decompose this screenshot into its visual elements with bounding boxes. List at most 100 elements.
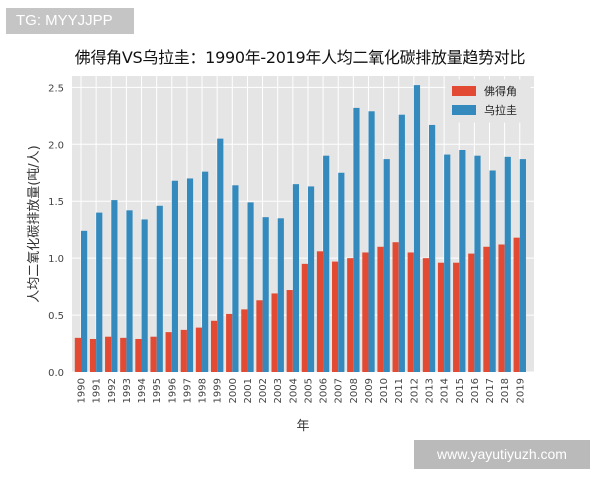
bar-series-1-2006 bbox=[316, 251, 324, 372]
bar-series-2-1995 bbox=[156, 205, 163, 372]
bar-series-1-2004 bbox=[286, 290, 293, 372]
bar-series-2-2018 bbox=[504, 156, 511, 372]
bar-series-2-2016 bbox=[474, 155, 481, 372]
x-tick-label: 2011 bbox=[394, 378, 405, 403]
x-tick-label: 1994 bbox=[137, 378, 148, 403]
x-tick-label: 2007 bbox=[334, 378, 345, 403]
x-tick-label: 2006 bbox=[319, 378, 330, 403]
bar-series-2-2005 bbox=[307, 186, 315, 372]
bar-series-1-2014 bbox=[437, 262, 445, 372]
bar-series-1-2003 bbox=[271, 293, 278, 372]
bar-series-1-2009 bbox=[362, 252, 369, 372]
y-tick-label: 1.0 bbox=[48, 254, 64, 265]
bar-series-1-1994 bbox=[135, 338, 142, 372]
bar-series-2-2012 bbox=[413, 85, 421, 373]
y-axis-label: 人均二氧化碳排放量(吨/人) bbox=[27, 145, 42, 303]
bar-series-2-1991 bbox=[96, 212, 103, 372]
x-tick-label: 2002 bbox=[258, 378, 269, 403]
bar-series-2-1996 bbox=[171, 180, 178, 372]
x-tick-label: 2010 bbox=[379, 378, 390, 403]
bar-series-2-1997 bbox=[186, 178, 194, 372]
x-tick-label: 2004 bbox=[288, 378, 299, 403]
bar-series-2-1990 bbox=[81, 230, 88, 372]
bar-series-2-2019 bbox=[519, 159, 526, 372]
bar-series-2-2008 bbox=[353, 107, 360, 372]
bar-series-1-2017 bbox=[483, 246, 490, 372]
bar-series-1-2015 bbox=[453, 262, 460, 372]
x-tick-label: 2016 bbox=[470, 378, 481, 403]
x-tick-label: 1998 bbox=[198, 378, 209, 403]
legend-label-series-2: 乌拉圭 bbox=[484, 103, 517, 117]
x-axis-ticks: 1990 1991 1992 1993 1994 1995 1996 1997 1998 1999… bbox=[77, 378, 527, 403]
x-tick-label: 2005 bbox=[303, 378, 314, 403]
bar-series-2-1993 bbox=[126, 210, 133, 372]
x-tick-label: 1991 bbox=[92, 378, 103, 403]
x-tick-label: 1999 bbox=[213, 378, 224, 403]
bar-series-1-2011 bbox=[392, 242, 399, 372]
bar-series-1-2008 bbox=[347, 258, 354, 372]
bar-series-2-1992 bbox=[111, 200, 118, 372]
chart-title: 佛得角VS乌拉圭：1990年-2019年人均二氧化碳排放量趋势对比 bbox=[74, 48, 526, 67]
y-tick-label: 0.5 bbox=[48, 311, 64, 322]
bar-series-2-1994 bbox=[141, 219, 148, 372]
bar-series-1-1993 bbox=[120, 337, 127, 372]
bar-series-1-2007 bbox=[332, 261, 339, 372]
bar-series-2-2001 bbox=[247, 202, 254, 372]
bar-series-1-1998 bbox=[195, 327, 203, 372]
legend: 佛得角 乌拉圭 bbox=[445, 79, 531, 123]
bar-series-1-2018 bbox=[498, 244, 505, 372]
y-tick-label: 2.5 bbox=[48, 83, 64, 94]
bar-series-1-2016 bbox=[468, 253, 475, 372]
bar-series-1-1995 bbox=[150, 336, 157, 372]
x-tick-label: 1992 bbox=[107, 378, 118, 403]
x-tick-label: 1997 bbox=[182, 378, 193, 403]
bar-series-2-2006 bbox=[323, 155, 330, 372]
bar-series-1-2001 bbox=[241, 309, 248, 372]
legend-swatch-series-2 bbox=[452, 105, 476, 115]
bar-series-2-2002 bbox=[262, 217, 269, 372]
bar-series-2-1998 bbox=[202, 171, 209, 372]
bars bbox=[74, 85, 526, 373]
bar-series-1-2005 bbox=[301, 263, 308, 372]
y-tick-label: 2.0 bbox=[48, 140, 64, 151]
bar-series-2-1999 bbox=[217, 138, 224, 372]
y-axis-ticks: 0.0 0.5 1.0 1.5 2.0 2.5 bbox=[48, 83, 64, 379]
bar-series-2-2015 bbox=[459, 150, 466, 372]
bar-series-2-2003 bbox=[277, 218, 284, 372]
x-tick-label: 1995 bbox=[152, 378, 163, 403]
x-tick-label: 2014 bbox=[440, 378, 451, 403]
x-tick-label: 2015 bbox=[455, 378, 466, 403]
y-tick-label: 1.5 bbox=[48, 197, 64, 208]
bar-series-2-2011 bbox=[398, 114, 405, 373]
bar-series-1-1999 bbox=[210, 320, 218, 372]
x-tick-label: 2017 bbox=[485, 378, 496, 403]
x-tick-label: 2018 bbox=[500, 378, 511, 403]
x-tick-label: 1990 bbox=[77, 378, 88, 403]
legend-label-series-1: 佛得角 bbox=[484, 85, 517, 98]
bar-series-2-2004 bbox=[292, 184, 300, 372]
bar-series-1-1991 bbox=[89, 338, 97, 372]
bar-series-1-2000 bbox=[226, 313, 233, 372]
bar-series-1-1992 bbox=[105, 336, 112, 372]
bar-series-1-1990 bbox=[74, 337, 81, 372]
x-tick-label: 2012 bbox=[409, 378, 420, 403]
bar-series-2-2014 bbox=[444, 154, 451, 372]
bar-series-1-2012 bbox=[407, 252, 414, 372]
legend-swatch-series-1 bbox=[452, 86, 476, 96]
watermark-top: TG: MYYJJPP bbox=[6, 8, 134, 34]
bar-series-2-2017 bbox=[489, 170, 496, 372]
bar-series-2-2013 bbox=[428, 124, 436, 372]
bar-series-2-2000 bbox=[232, 185, 239, 372]
bar-series-1-1997 bbox=[180, 329, 187, 372]
x-tick-label: 2001 bbox=[243, 378, 254, 403]
x-tick-label: 1993 bbox=[122, 378, 133, 403]
x-tick-label: 2000 bbox=[228, 378, 239, 403]
bar-series-1-2019 bbox=[513, 237, 520, 372]
x-axis-label: 年 bbox=[296, 419, 309, 434]
bar-series-2-2007 bbox=[338, 172, 345, 372]
bar-series-1-2002 bbox=[256, 300, 263, 372]
y-tick-label: 0.0 bbox=[48, 368, 64, 379]
bar-series-1-2013 bbox=[422, 258, 429, 372]
x-tick-label: 2003 bbox=[273, 378, 284, 403]
